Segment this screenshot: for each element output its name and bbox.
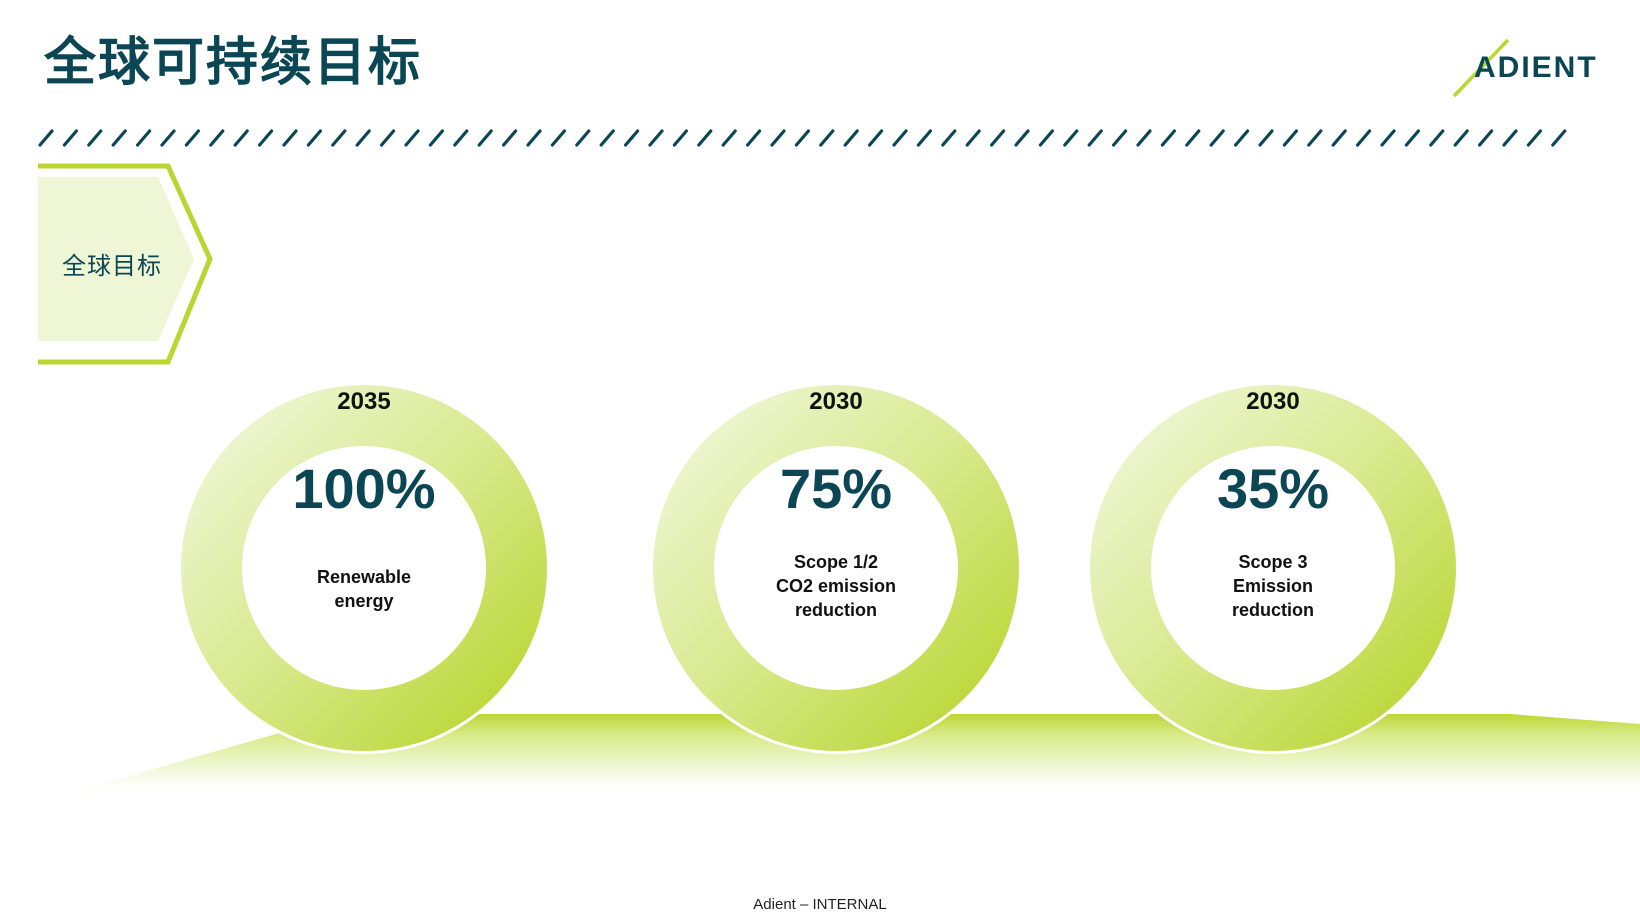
hatch-mark [1185, 129, 1201, 147]
hatch-mark [1209, 129, 1225, 147]
hatch-mark [1355, 129, 1372, 147]
hatch-mark [1404, 129, 1421, 147]
hatch-mark [502, 129, 518, 147]
description-line: energy [334, 591, 394, 611]
page-title: 全球可持续目标 [44, 34, 423, 92]
target-year: 2030 [1246, 388, 1300, 415]
hatch-mark [404, 129, 420, 147]
hatch-mark [428, 129, 444, 147]
hatch-mark [697, 129, 713, 147]
target-ring-scope3: 2030 35% Scope 3 Emission reduction [1085, 380, 1461, 756]
hatch-mark [575, 129, 591, 147]
target-ring-scope12: 2030 75% Scope 1/2 CO2 emission reductio… [648, 380, 1024, 756]
hatch-mark [1014, 129, 1030, 147]
hatch-mark [258, 129, 274, 147]
hatch-mark [331, 129, 347, 147]
hatch-mark [38, 129, 54, 147]
target-year: 2035 [337, 388, 391, 415]
hatch-mark [1307, 129, 1323, 147]
hatch-mark [380, 129, 396, 147]
hatch-mark [1233, 129, 1250, 147]
hatch-mark [989, 129, 1006, 147]
hatch-mark [721, 129, 737, 147]
hatch-divider [38, 129, 1567, 147]
hatch-mark [1429, 129, 1445, 147]
hatch-mark [160, 129, 176, 147]
hatch-mark [184, 129, 200, 147]
hatch-mark [672, 129, 689, 147]
hatch-mark [941, 129, 957, 147]
hatch-mark [111, 129, 127, 147]
target-description: Scope 3 Emission reduction [1165, 550, 1381, 622]
hatch-mark [1111, 129, 1128, 147]
hatch-mark [526, 129, 542, 147]
hatch-mark [306, 129, 322, 147]
hatch-mark [1477, 129, 1494, 147]
hatch-mark [843, 129, 859, 147]
hatch-mark [916, 129, 933, 147]
hatch-mark [477, 129, 493, 147]
hatch-mark [1331, 129, 1347, 147]
hatch-mark [1136, 129, 1152, 147]
ring-graphic [650, 382, 1022, 754]
hatch-mark [1063, 129, 1079, 147]
hatch-mark [770, 129, 786, 147]
hatch-mark [233, 129, 249, 147]
hatch-mark [1380, 129, 1396, 147]
hatch-mark [355, 129, 371, 147]
hatch-mark [209, 129, 225, 147]
hatch-mark [282, 129, 298, 147]
logo-text: ADIENT [1474, 51, 1598, 84]
hatch-mark [892, 129, 908, 147]
hatch-mark [550, 129, 567, 147]
target-ring-renewable: 2035 100% Renewable energy [176, 380, 552, 756]
hatch-mark [599, 129, 615, 147]
target-percent: 75% [779, 457, 893, 520]
hatch-mark [867, 129, 884, 147]
description-line: Scope 1/2 [793, 552, 879, 572]
hatch-mark [1160, 129, 1177, 147]
footer-classification: Adient – INTERNAL [753, 896, 887, 913]
hatch-mark [648, 129, 664, 147]
hatch-mark [1258, 129, 1274, 147]
target-percent: 100% [292, 457, 436, 520]
target-year: 2030 [809, 388, 863, 415]
hatch-mark [1282, 129, 1299, 147]
hatch-mark [819, 129, 835, 147]
section-label: 全球目标 [62, 252, 162, 280]
hatch-mark [745, 129, 762, 147]
section-tab [38, 163, 228, 368]
hatch-mark [453, 129, 469, 147]
hatch-mark [1502, 129, 1518, 147]
target-description: Scope 1/2 CO2 emission reduction [728, 550, 944, 622]
description-line: Renewable [316, 567, 412, 587]
hatch-mark [1087, 129, 1103, 147]
hatch-mark [62, 129, 79, 147]
hatch-mark [135, 129, 152, 147]
description-line: reduction [794, 600, 877, 620]
hatch-mark [87, 129, 103, 147]
hatch-mark [965, 129, 981, 147]
adient-logo: ADIENT [1450, 34, 1610, 100]
description-line: Emission [1232, 576, 1314, 596]
target-description: Renewable energy [256, 565, 472, 613]
hatch-mark [1551, 129, 1567, 147]
target-percent: 35% [1216, 457, 1330, 520]
hatch-mark [623, 129, 640, 147]
description-line: Scope 3 [1238, 552, 1308, 572]
description-line: CO2 emission [775, 576, 897, 596]
hatch-mark [794, 129, 811, 147]
hatch-mark [1453, 129, 1469, 147]
description-line: reduction [1231, 600, 1314, 620]
hatch-mark [1526, 129, 1543, 147]
hatch-mark [1038, 129, 1055, 147]
ring-graphic [1087, 382, 1459, 754]
ring-graphic [178, 382, 550, 754]
